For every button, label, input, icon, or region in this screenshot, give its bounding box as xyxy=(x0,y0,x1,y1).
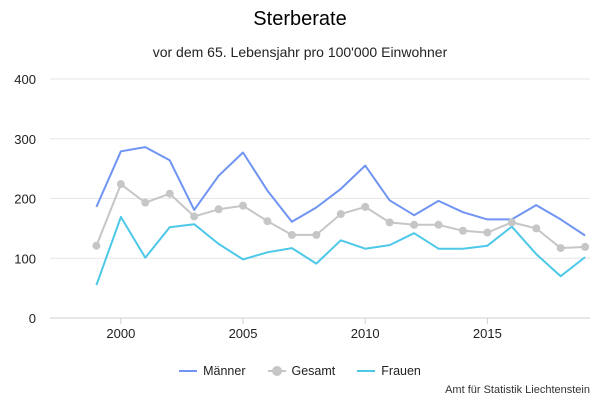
legend-label: Frauen xyxy=(381,364,421,378)
series-line-männer xyxy=(95,146,586,237)
chart-subtitle: vor dem 65. Lebensjahr pro 100'000 Einwo… xyxy=(152,44,448,60)
data-point-gesamt xyxy=(92,241,101,250)
series-line-frauen xyxy=(95,216,586,286)
data-point-gesamt xyxy=(287,230,296,239)
data-point-gesamt xyxy=(434,220,443,229)
data-point-gesamt xyxy=(507,218,516,227)
data-point-gesamt xyxy=(312,230,321,239)
legend-marker xyxy=(271,366,282,376)
data-point-gesamt xyxy=(190,212,199,221)
data-point-gesamt xyxy=(483,228,492,237)
y-tick-label: 100 xyxy=(14,251,36,266)
legend-label: Männer xyxy=(203,364,246,378)
x-tick-label: 2010 xyxy=(351,326,380,341)
data-point-gesamt xyxy=(361,202,370,211)
x-tick-label: 2005 xyxy=(229,326,258,341)
chart-legend: Männer Gesamt Frauen xyxy=(0,364,600,378)
data-point-gesamt xyxy=(263,217,272,226)
data-point-gesamt xyxy=(458,226,467,235)
y-tick-label: 300 xyxy=(14,132,36,147)
data-point-gesamt xyxy=(556,244,565,253)
data-point-gesamt xyxy=(141,198,150,207)
data-point-gesamt xyxy=(410,220,419,229)
data-point-gesamt xyxy=(581,242,590,251)
legend-swatch xyxy=(267,366,286,376)
chart-title: Sterberate xyxy=(253,8,347,30)
y-tick-label: 400 xyxy=(14,72,36,87)
y-tick-label: 0 xyxy=(29,311,36,326)
data-point-gesamt xyxy=(116,180,125,189)
legend-label: Gesamt xyxy=(291,364,336,378)
legend-swatch xyxy=(179,370,198,372)
data-point-gesamt xyxy=(385,218,394,227)
legend-item[interactable]: Frauen xyxy=(357,364,421,378)
data-point-gesamt xyxy=(214,205,223,214)
source-credit: Amt für Statistik Liechtenstein xyxy=(445,384,590,396)
legend-item[interactable]: Männer xyxy=(179,364,246,378)
x-tick-label: 2000 xyxy=(106,326,135,341)
data-point-gesamt xyxy=(336,210,345,219)
data-point-gesamt xyxy=(239,201,248,210)
data-point-gesamt xyxy=(165,189,174,198)
data-point-gesamt xyxy=(532,224,541,233)
x-tick-label: 2015 xyxy=(473,326,502,341)
legend-item[interactable]: Gesamt xyxy=(267,364,336,378)
y-tick-label: 200 xyxy=(14,192,36,207)
legend-swatch xyxy=(357,370,376,372)
